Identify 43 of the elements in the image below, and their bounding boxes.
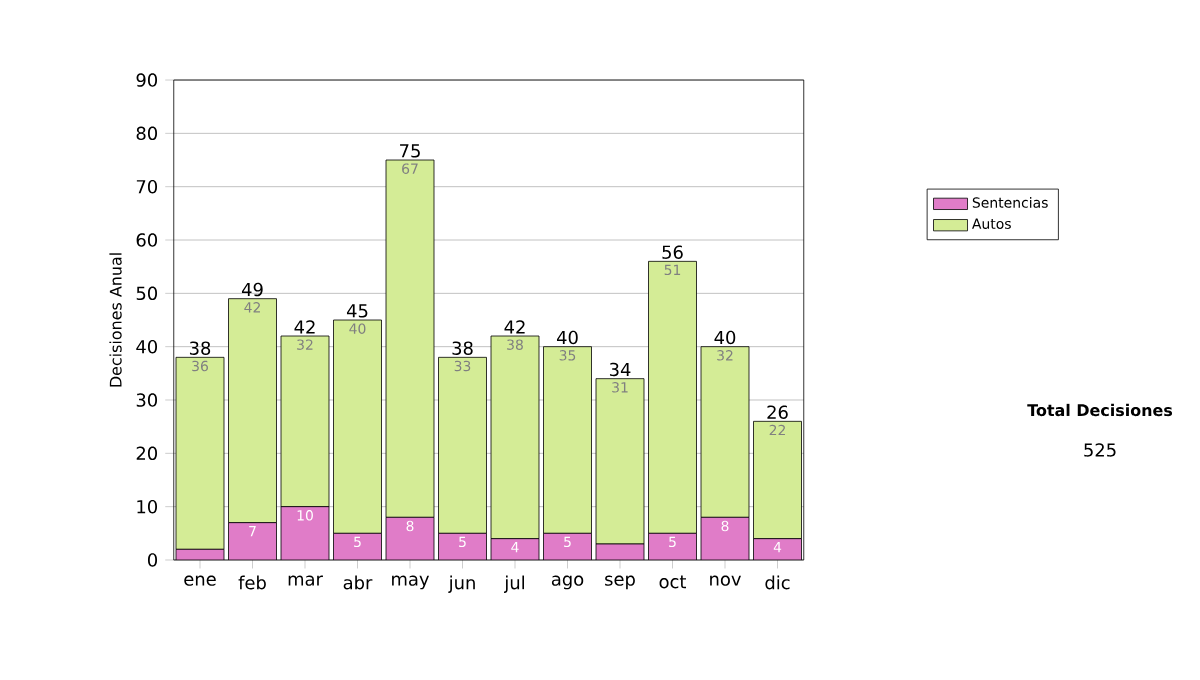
y-tick-label: 60: [136, 233, 158, 247]
bar: [333, 533, 382, 560]
total-label: 42: [504, 320, 525, 334]
x-tick-label: feb: [238, 575, 266, 590]
y-tick-label: 80: [136, 126, 158, 141]
bar: [228, 522, 277, 560]
total-label: 34: [609, 362, 631, 377]
x-tick-label: mar: [288, 575, 323, 586]
total-label: 75: [400, 144, 420, 158]
total-label: 26: [767, 405, 788, 419]
x-tick-label: oct: [659, 575, 687, 589]
total-label: 42: [294, 320, 315, 334]
y-tick-label: 10: [137, 499, 158, 514]
total-label: 56: [662, 245, 683, 259]
total-label: 45: [346, 304, 368, 318]
x-tick-label: ago: [551, 575, 584, 590]
y-tick-label: 40: [136, 339, 158, 354]
x-tick-label: sep: [605, 575, 635, 590]
y-tick-label: 30: [136, 393, 158, 407]
x-tick-label: ene: [184, 575, 216, 586]
bar: [281, 506, 329, 560]
y-tick-label: 90: [136, 73, 158, 87]
bar: [648, 533, 697, 560]
x-tick-label: jun: [448, 575, 475, 593]
bar: [543, 533, 592, 560]
y-tick-label: 0: [147, 553, 158, 567]
bar: [438, 533, 487, 560]
x-tick-label: abr: [343, 575, 373, 590]
y-tick-label: 20: [136, 446, 158, 461]
y-tick-label: 50: [136, 286, 158, 301]
x-tick-label: dic: [765, 575, 790, 590]
total-label: 40: [556, 330, 578, 345]
x-tick-label: nov: [710, 575, 741, 586]
total-label: 38: [452, 341, 473, 355]
total-label: 40: [714, 330, 736, 345]
bar: [701, 517, 750, 560]
x-tick-label: may: [392, 575, 430, 590]
total-label: 38: [189, 341, 211, 355]
y-tick-label: 70: [136, 179, 158, 194]
bar: [386, 517, 435, 560]
x-tick-label: jul: [504, 575, 525, 593]
total-label: 49: [241, 282, 263, 297]
text: 525: [1084, 443, 1116, 457]
